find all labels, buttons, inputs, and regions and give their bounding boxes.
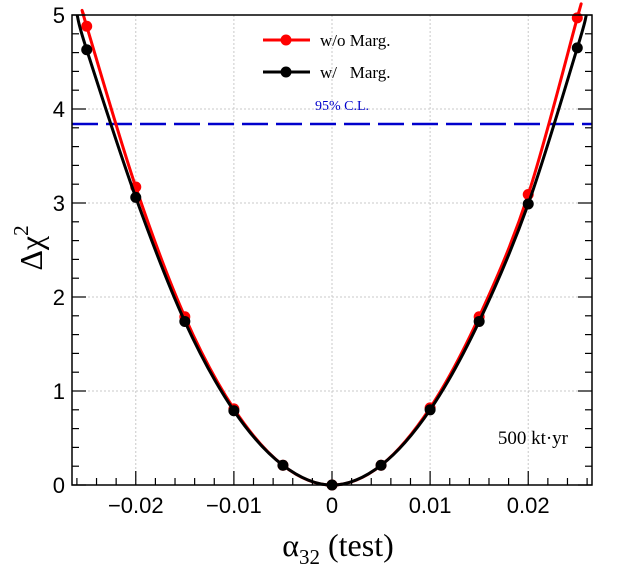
reference-line-group: 95% C.L. (72, 99, 592, 126)
x-tick-label: −0.02 (108, 493, 164, 518)
legend: w/o Marg. w/ Marg. (263, 31, 391, 82)
y-tick-label: 4 (53, 97, 65, 122)
x-axis-title-main: α (282, 527, 299, 563)
x-axis-title-rest: (test) (320, 527, 394, 563)
data-point (571, 42, 583, 54)
y-tick-label: 0 (53, 473, 65, 498)
x-tick-label: 0 (326, 493, 338, 518)
data-point (228, 405, 240, 417)
x-axis-title-sub: 32 (299, 545, 320, 567)
data-point (81, 20, 93, 32)
data-point (571, 12, 583, 24)
data-point (179, 315, 191, 327)
x-tick-label: −0.01 (206, 493, 262, 518)
legend-item-1: w/o Marg. (263, 31, 391, 50)
data-point (473, 315, 485, 327)
x-tick-label: 0.02 (507, 493, 550, 518)
data-point (81, 44, 93, 56)
legend-label: w/o Marg. (320, 31, 391, 50)
x-tick-label: 0.01 (409, 493, 452, 518)
legend-swatch-marker (280, 34, 292, 46)
y-axis-title-sup: 2 (9, 225, 33, 236)
legend-label: w/ Marg. (320, 63, 391, 82)
y-tick-label: 2 (53, 285, 65, 310)
legend-swatch-marker (280, 66, 292, 78)
data-point (424, 404, 436, 416)
legend-item-2: w/ Marg. (263, 63, 391, 82)
data-point (277, 459, 289, 471)
y-axis-title: Δχ2 (9, 225, 49, 270)
y-tick-label: 1 (53, 379, 65, 404)
exposure-annotation: 500 kt·yr (498, 428, 569, 449)
x-axis-title: α32 (test) (282, 527, 394, 567)
data-point (522, 198, 534, 210)
data-point (130, 191, 142, 203)
reference-line-label: 95% C.L. (315, 99, 369, 114)
y-tick-label: 5 (53, 3, 65, 28)
y-tick-label: 3 (53, 191, 65, 216)
y-axis-title-main: Δχ (13, 235, 49, 271)
data-point (375, 459, 387, 471)
ticks: −0.02 −0.01 0 0.01 0.02 0 1 2 3 4 5 (53, 3, 592, 518)
